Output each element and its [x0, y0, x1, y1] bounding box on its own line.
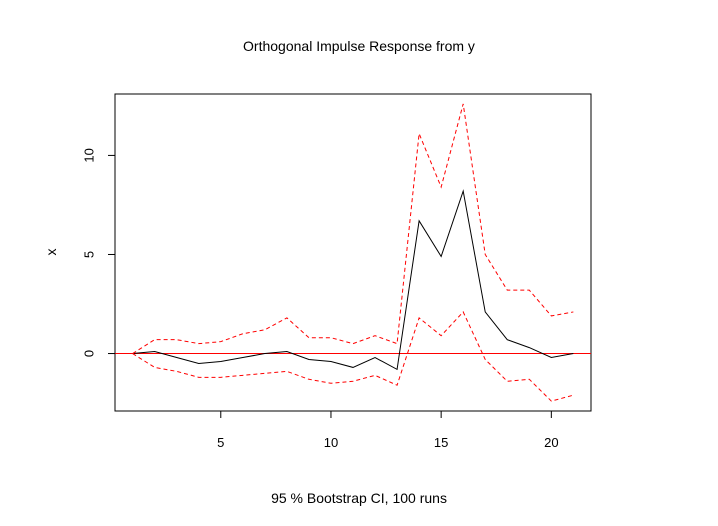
- y-tick-label: 0: [81, 350, 96, 357]
- x-axis: 5 10 15 20: [217, 410, 559, 450]
- x-tick-label: 5: [217, 435, 224, 450]
- plot-frame: [114, 93, 592, 412]
- x-tick-label: 10: [324, 435, 338, 450]
- y-axis: 0 5 10: [81, 148, 116, 357]
- y-tick-label: 10: [81, 148, 96, 162]
- y-axis-label: x: [43, 249, 59, 256]
- upper-series-line: [132, 103, 574, 354]
- y-tick-label: 5: [81, 251, 96, 258]
- x-tick-label: 15: [434, 435, 448, 450]
- series-group: [132, 103, 574, 402]
- x-tick-label: 20: [544, 435, 558, 450]
- lower-series-line: [132, 311, 574, 402]
- response-series-line: [132, 189, 574, 371]
- x-axis-label: 95 % Bootstrap CI, 100 runs: [271, 490, 447, 506]
- chart-title: Orthogonal Impulse Response from y: [243, 38, 475, 54]
